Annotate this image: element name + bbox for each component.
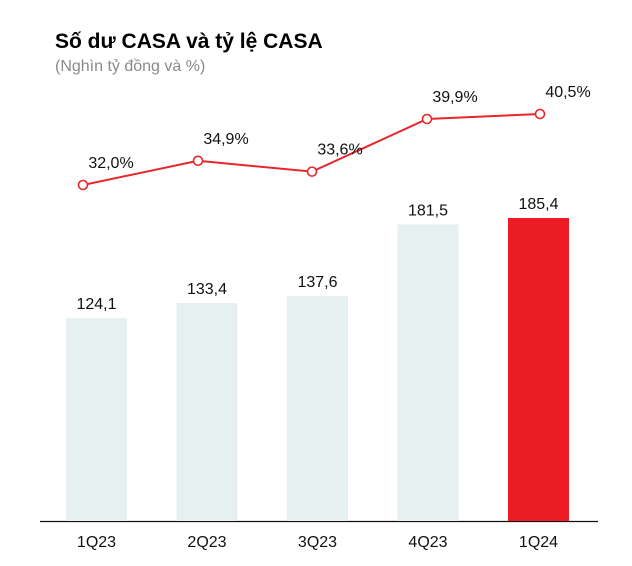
x-tick-2q23: 2Q23 bbox=[187, 534, 226, 551]
bar-1q23 bbox=[66, 318, 127, 521]
line-point-4q23 bbox=[421, 113, 433, 125]
line-point-2q23 bbox=[192, 155, 204, 167]
bar-3q23 bbox=[287, 296, 348, 521]
line-label-1q24: 40,5% bbox=[545, 84, 590, 101]
line-label-1q23: 32,0% bbox=[88, 155, 133, 172]
bar-label-2q23: 133,4 bbox=[187, 281, 227, 298]
bar-label-3q23: 137,6 bbox=[297, 274, 337, 291]
bar-label-1q23: 124,1 bbox=[76, 296, 116, 313]
x-tick-4q23: 4Q23 bbox=[408, 534, 447, 551]
x-tick-3q23: 3Q23 bbox=[298, 534, 337, 551]
line-point-1q24 bbox=[534, 108, 546, 120]
x-tick-1q24: 1Q24 bbox=[519, 534, 558, 551]
line-label-3q23: 33,6% bbox=[317, 142, 362, 159]
chart-title: Số dư CASA và tỷ lệ CASA bbox=[55, 30, 323, 53]
bar-label-1q24: 185,4 bbox=[518, 196, 558, 213]
chart-subtitle: (Nghìn tỷ đồng và %) bbox=[55, 58, 206, 75]
bar-1q24 bbox=[508, 218, 569, 521]
bar-label-4q23: 181,5 bbox=[408, 202, 448, 219]
bar-4q23 bbox=[397, 224, 459, 521]
line-point-3q23 bbox=[306, 166, 318, 177]
line-label-2q23: 34,9% bbox=[203, 131, 248, 148]
x-tick-1q23: 1Q23 bbox=[77, 534, 116, 551]
line-label-4q23: 39,9% bbox=[432, 89, 477, 106]
bar-2q23 bbox=[176, 302, 238, 521]
line-point-1q23 bbox=[77, 179, 89, 191]
